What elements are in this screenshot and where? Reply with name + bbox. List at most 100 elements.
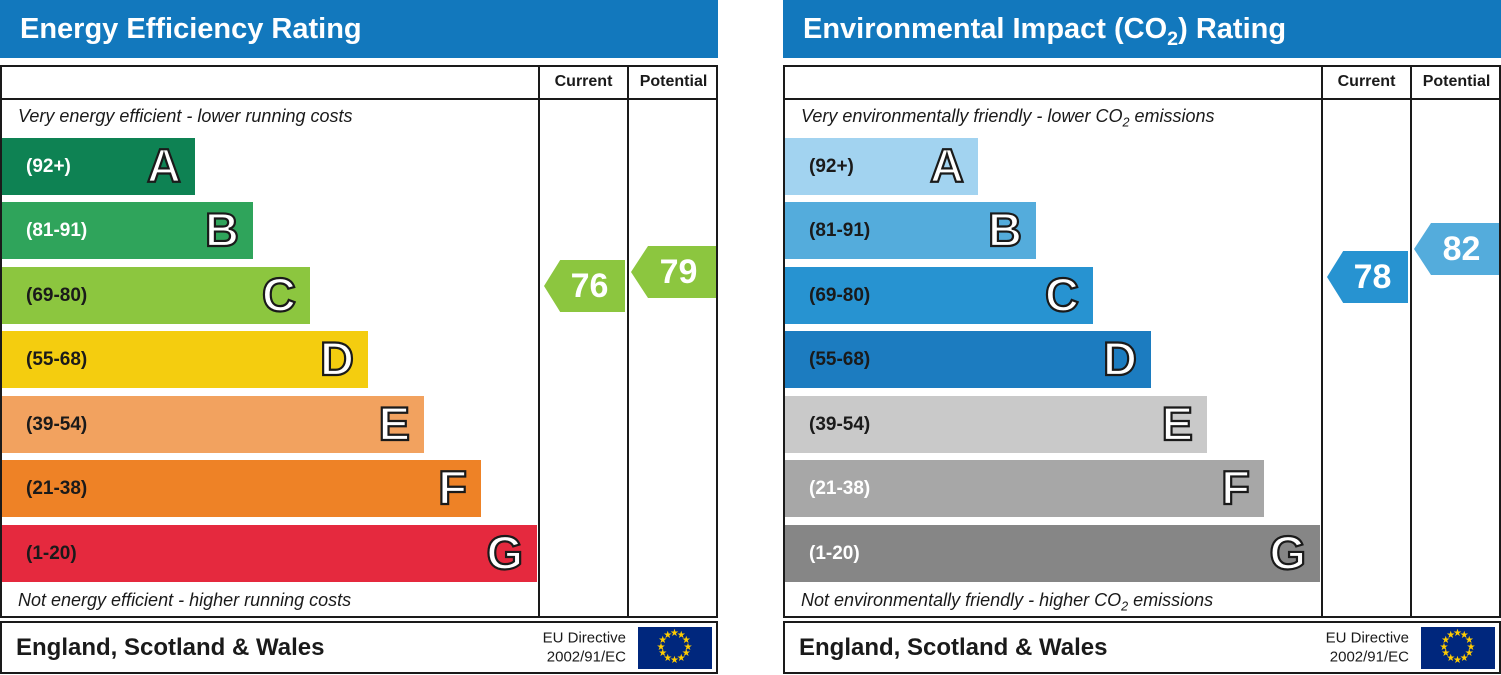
table-divider xyxy=(627,65,629,618)
band-a: (92+) A xyxy=(785,138,978,195)
band-letter: B xyxy=(987,202,1023,257)
band-f: (21-38) F xyxy=(785,460,1264,517)
band-letter: A xyxy=(929,138,965,193)
eu-flag-star: ★ xyxy=(1464,634,1474,646)
eu-flag-star: ★ xyxy=(656,641,666,653)
band-range-label: (81-91) xyxy=(26,220,88,241)
band-range-label: (21-38) xyxy=(809,478,871,499)
band-letter: D xyxy=(319,331,355,386)
band-letter: E xyxy=(378,396,412,451)
table-divider xyxy=(538,65,540,618)
band-letter: F xyxy=(1220,460,1251,515)
eu-flag-star: ★ xyxy=(1441,648,1451,660)
eu-flag-star: ★ xyxy=(663,653,673,665)
band-range-label: (92+) xyxy=(26,156,71,177)
band-letter: D xyxy=(1102,331,1138,386)
band-a: (92+) A xyxy=(2,138,195,195)
eu-flag-star: ★ xyxy=(1459,629,1469,641)
band-letter: G xyxy=(1268,525,1307,580)
eu-flag-star: ★ xyxy=(676,629,686,641)
region-label: England, Scotland & Wales xyxy=(799,633,1108,661)
eu-flag-star: ★ xyxy=(1441,634,1451,646)
band-b: (81-91) B xyxy=(785,202,1036,259)
band-b: (81-91) B xyxy=(2,202,253,259)
environmental-impact-panel: Environmental Impact (CO2) Rating Curren… xyxy=(783,0,1501,675)
band-g: (1-20) G xyxy=(785,525,1320,582)
eu-flag: ★ ★ ★ ★ ★ ★ ★ ★ ★ ★ ★ ★ xyxy=(1421,626,1495,669)
current-rating-arrow: 76 xyxy=(544,260,625,312)
band-letter: A xyxy=(146,138,182,193)
band-range-label: (39-54) xyxy=(26,414,88,435)
eu-directive-label: EU Directive 2002/91/EC xyxy=(542,629,626,666)
potential-rating-arrow: 79 xyxy=(631,246,716,298)
eu-flag-star: ★ xyxy=(1459,653,1469,665)
band-range-label: (69-80) xyxy=(809,285,871,306)
current-rating-arrow: 78 xyxy=(1327,251,1408,303)
bottom-note: Not environmentally friendly - higher CO… xyxy=(801,590,1214,614)
panel-header: Energy Efficiency Rating xyxy=(0,0,718,58)
table-divider xyxy=(783,98,1501,100)
page-title: Energy Efficiency Rating xyxy=(20,13,362,45)
column-header-potential: Potential xyxy=(639,73,708,90)
band-f: (21-38) F xyxy=(2,460,481,517)
eu-flag-star: ★ xyxy=(681,648,691,660)
eu-flag-star: ★ xyxy=(663,629,673,641)
footer: England, Scotland & Wales EU Directive 2… xyxy=(0,621,718,674)
band-range-label: (1-20) xyxy=(26,543,77,564)
band-e: (39-54) E xyxy=(785,396,1207,453)
eu-flag-star: ★ xyxy=(1446,629,1456,641)
eu-flag-star: ★ xyxy=(681,634,691,646)
energy-efficiency-panel: Energy Efficiency Rating Current Potenti… xyxy=(0,0,718,675)
band-range-label: (1-20) xyxy=(809,543,860,564)
table-divider xyxy=(1410,65,1412,618)
eu-flag-star: ★ xyxy=(676,653,686,665)
table-divider xyxy=(0,98,718,100)
band-range-label: (55-68) xyxy=(26,349,88,370)
band-range-label: (92+) xyxy=(809,156,854,177)
eu-flag-star: ★ xyxy=(1464,648,1474,660)
band-letter: E xyxy=(1161,396,1195,451)
band-letter: B xyxy=(204,202,240,257)
region-label: England, Scotland & Wales xyxy=(16,633,325,661)
band-c: (69-80) C xyxy=(2,267,310,324)
band-letter: C xyxy=(1044,267,1080,322)
eu-flag-star: ★ xyxy=(1466,641,1476,653)
top-note: Very energy efficient - lower running co… xyxy=(18,106,353,126)
band-c: (69-80) C xyxy=(785,267,1093,324)
eu-flag-star: ★ xyxy=(658,648,668,660)
column-header-current: Current xyxy=(1337,73,1396,90)
top-note: Very environmentally friendly - lower CO… xyxy=(801,106,1215,130)
eu-flag-star: ★ xyxy=(1446,653,1456,665)
band-e: (39-54) E xyxy=(2,396,424,453)
eu-flag: ★ ★ ★ ★ ★ ★ ★ ★ ★ ★ ★ ★ xyxy=(638,626,712,669)
eu-flag-star: ★ xyxy=(1439,641,1449,653)
band-range-label: (69-80) xyxy=(26,285,88,306)
table-divider xyxy=(1321,65,1323,618)
panel-header: Environmental Impact (CO2) Rating xyxy=(783,0,1501,58)
eu-flag-star: ★ xyxy=(683,641,693,653)
column-header-potential: Potential xyxy=(1422,73,1491,90)
footer: England, Scotland & Wales EU Directive 2… xyxy=(783,621,1501,674)
page-title: Environmental Impact (CO2) Rating xyxy=(803,13,1287,50)
band-range-label: (21-38) xyxy=(26,478,88,499)
band-range-label: (55-68) xyxy=(809,349,871,370)
eu-flag-star: ★ xyxy=(1453,628,1462,639)
band-range-label: (81-91) xyxy=(809,220,871,241)
band-d: (55-68) D xyxy=(2,331,368,388)
band-range-label: (39-54) xyxy=(809,414,871,435)
band-letter: G xyxy=(485,525,524,580)
eu-directive-label: EU Directive 2002/91/EC xyxy=(1325,629,1409,666)
potential-rating-value: 82 xyxy=(1442,229,1481,268)
band-letter: C xyxy=(261,267,297,322)
eu-flag-star: ★ xyxy=(1453,655,1462,666)
band-d: (55-68) D xyxy=(785,331,1151,388)
column-header-current: Current xyxy=(554,73,613,90)
eu-flag-star: ★ xyxy=(670,628,679,639)
eu-flag-star: ★ xyxy=(670,655,679,666)
potential-rating-value: 79 xyxy=(659,252,698,291)
eu-flag-star: ★ xyxy=(658,634,668,646)
band-g: (1-20) G xyxy=(2,525,537,582)
current-rating-value: 76 xyxy=(570,266,609,305)
band-letter: F xyxy=(437,460,468,515)
bottom-note: Not energy efficient - higher running co… xyxy=(18,590,352,610)
